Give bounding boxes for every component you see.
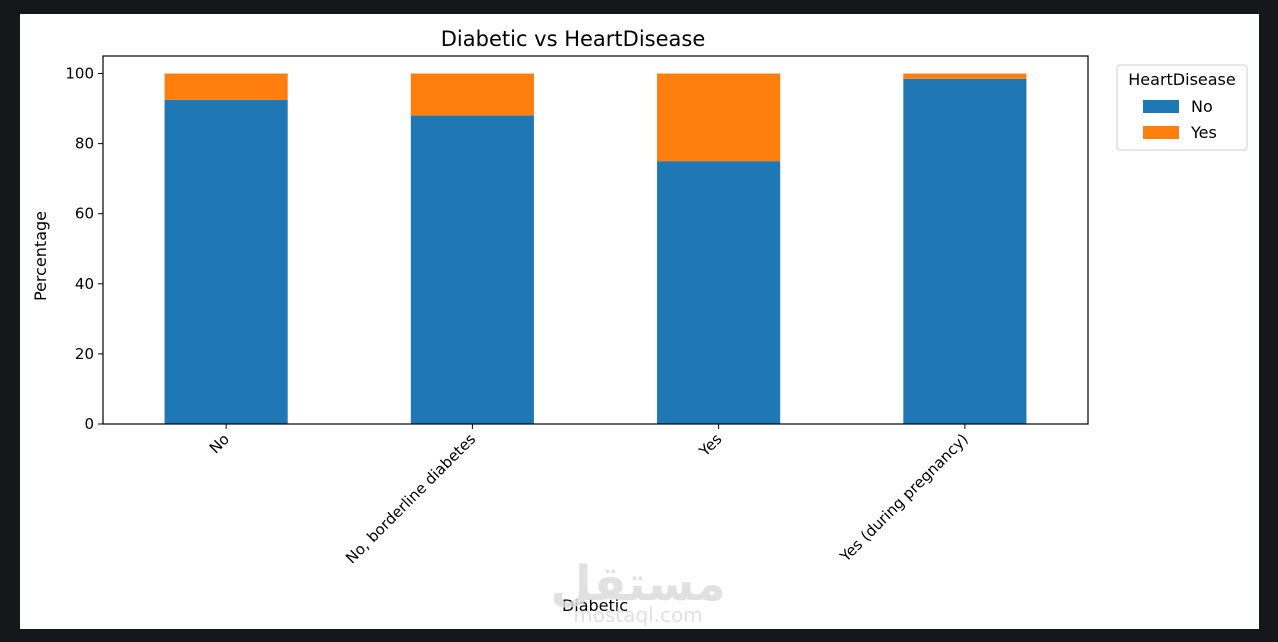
legend-title: HeartDisease: [1128, 70, 1235, 89]
legend-swatch-no: [1143, 100, 1179, 113]
chart-figure: Diabetic vs HeartDisease 0 20 40 60 80 100 No…: [20, 14, 1259, 629]
bar-yes-during-pregnancy-series-no: [903, 78, 1027, 425]
plot-frame: [102, 55, 1089, 425]
watermark-main: مستقل: [550, 556, 726, 612]
bar-no-series-no: [164, 99, 288, 425]
x-axis-label: Diabetic: [562, 596, 628, 615]
x-axis: No No, borderline diabetes Yes Yes (during …: [206, 424, 972, 567]
y-axis-label: Percentage: [31, 211, 50, 301]
x-tick-label: Yes (during pregnancy): [836, 430, 972, 566]
watermark-sub: mostaql.com: [573, 603, 703, 627]
bars-group: [164, 73, 1027, 425]
legend: HeartDisease No Yes: [1116, 64, 1248, 151]
legend-label-yes: Yes: [1190, 123, 1217, 142]
y-tick-label: 40: [75, 275, 94, 293]
y-tick-label: 100: [65, 65, 94, 83]
bar-yes-during-pregnancy-series-yes: [903, 73, 1027, 79]
x-tick-label: No: [206, 430, 233, 457]
y-tick-label: 0: [84, 415, 94, 433]
y-tick-label: 60: [75, 205, 94, 223]
y-tick-label: 80: [75, 135, 94, 153]
bar-yes-series-no: [657, 161, 781, 424]
legend-label-no: No: [1191, 97, 1213, 116]
x-tick-label: No, borderline diabetes: [342, 430, 479, 567]
watermark-logo: مستقل mostaql.com: [550, 556, 726, 627]
y-tick-label: 20: [75, 345, 94, 363]
chart-title: Diabetic vs HeartDisease: [441, 27, 706, 51]
bar-no-borderline-diabetes-series-no: [410, 115, 534, 424]
legend-items: No Yes: [1143, 97, 1217, 142]
bar-no-series-yes: [164, 73, 288, 100]
legend-swatch-yes: [1143, 126, 1179, 139]
x-tick-label: Yes: [695, 430, 726, 461]
stacked-bar-chart: Diabetic vs HeartDisease 0 20 40 60 80 100 No…: [31, 27, 1248, 627]
y-axis: 0 20 40 60 80 100: [65, 65, 103, 433]
bar-yes-series-yes: [657, 73, 781, 162]
bar-no-borderline-diabetes-series-yes: [410, 73, 534, 116]
